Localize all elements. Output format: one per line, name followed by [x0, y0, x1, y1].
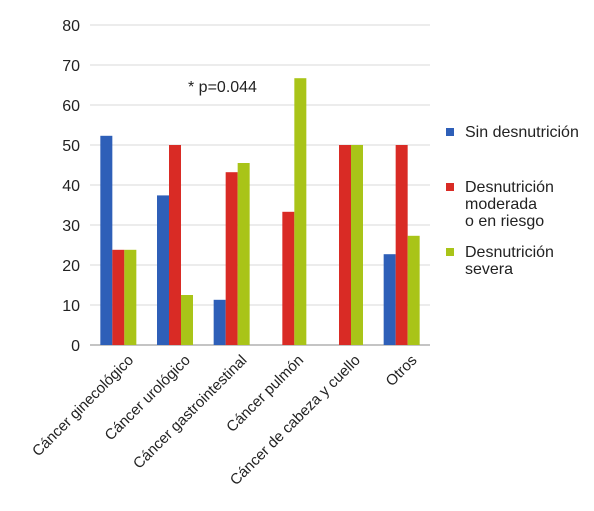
y-tick-label: 10	[62, 298, 80, 315]
bar	[282, 211, 295, 345]
y-tick-label: 0	[71, 338, 80, 355]
bar	[395, 145, 408, 345]
p-value-annotation: * p=0.044	[188, 79, 257, 96]
bar	[339, 145, 351, 345]
bar	[237, 163, 250, 345]
grid-layer	[90, 24, 430, 346]
bar	[100, 135, 113, 345]
y-tick-label: 20	[62, 258, 80, 275]
legend-label: Desnutrición	[465, 244, 554, 261]
legend-label: severa	[465, 261, 513, 278]
bar	[213, 299, 226, 345]
bar	[169, 145, 181, 345]
category-label: Cáncer gastrointestinal	[130, 352, 251, 473]
bar	[351, 145, 363, 345]
ticks-layer: 0 10 20 30 40 50 60 70 80	[62, 18, 80, 355]
y-tick-label: 30	[62, 218, 80, 235]
legend-swatch	[446, 128, 454, 136]
bar	[225, 172, 238, 345]
bar	[407, 235, 420, 345]
bar	[181, 295, 193, 345]
bars-layer	[100, 78, 420, 345]
bar	[294, 78, 307, 345]
legend-label: o en riesgo	[465, 213, 544, 230]
category-label: Otros	[383, 352, 421, 390]
bar	[124, 249, 137, 345]
y-tick-label: 80	[62, 18, 80, 35]
bar	[383, 254, 396, 345]
y-tick-label: 50	[62, 138, 80, 155]
legend-label: moderada	[465, 196, 537, 213]
y-tick-label: 70	[62, 58, 80, 75]
category-label: Cáncer ginecológico	[29, 352, 137, 460]
legend-swatch	[446, 248, 454, 256]
bar	[157, 195, 169, 345]
legend-swatch	[446, 183, 454, 191]
bar	[112, 249, 125, 345]
legend-label: Sin desnutrición	[465, 124, 579, 141]
y-tick-label: 60	[62, 98, 80, 115]
y-tick-label: 40	[62, 178, 80, 195]
legend-label: Desnutrición	[465, 179, 554, 196]
